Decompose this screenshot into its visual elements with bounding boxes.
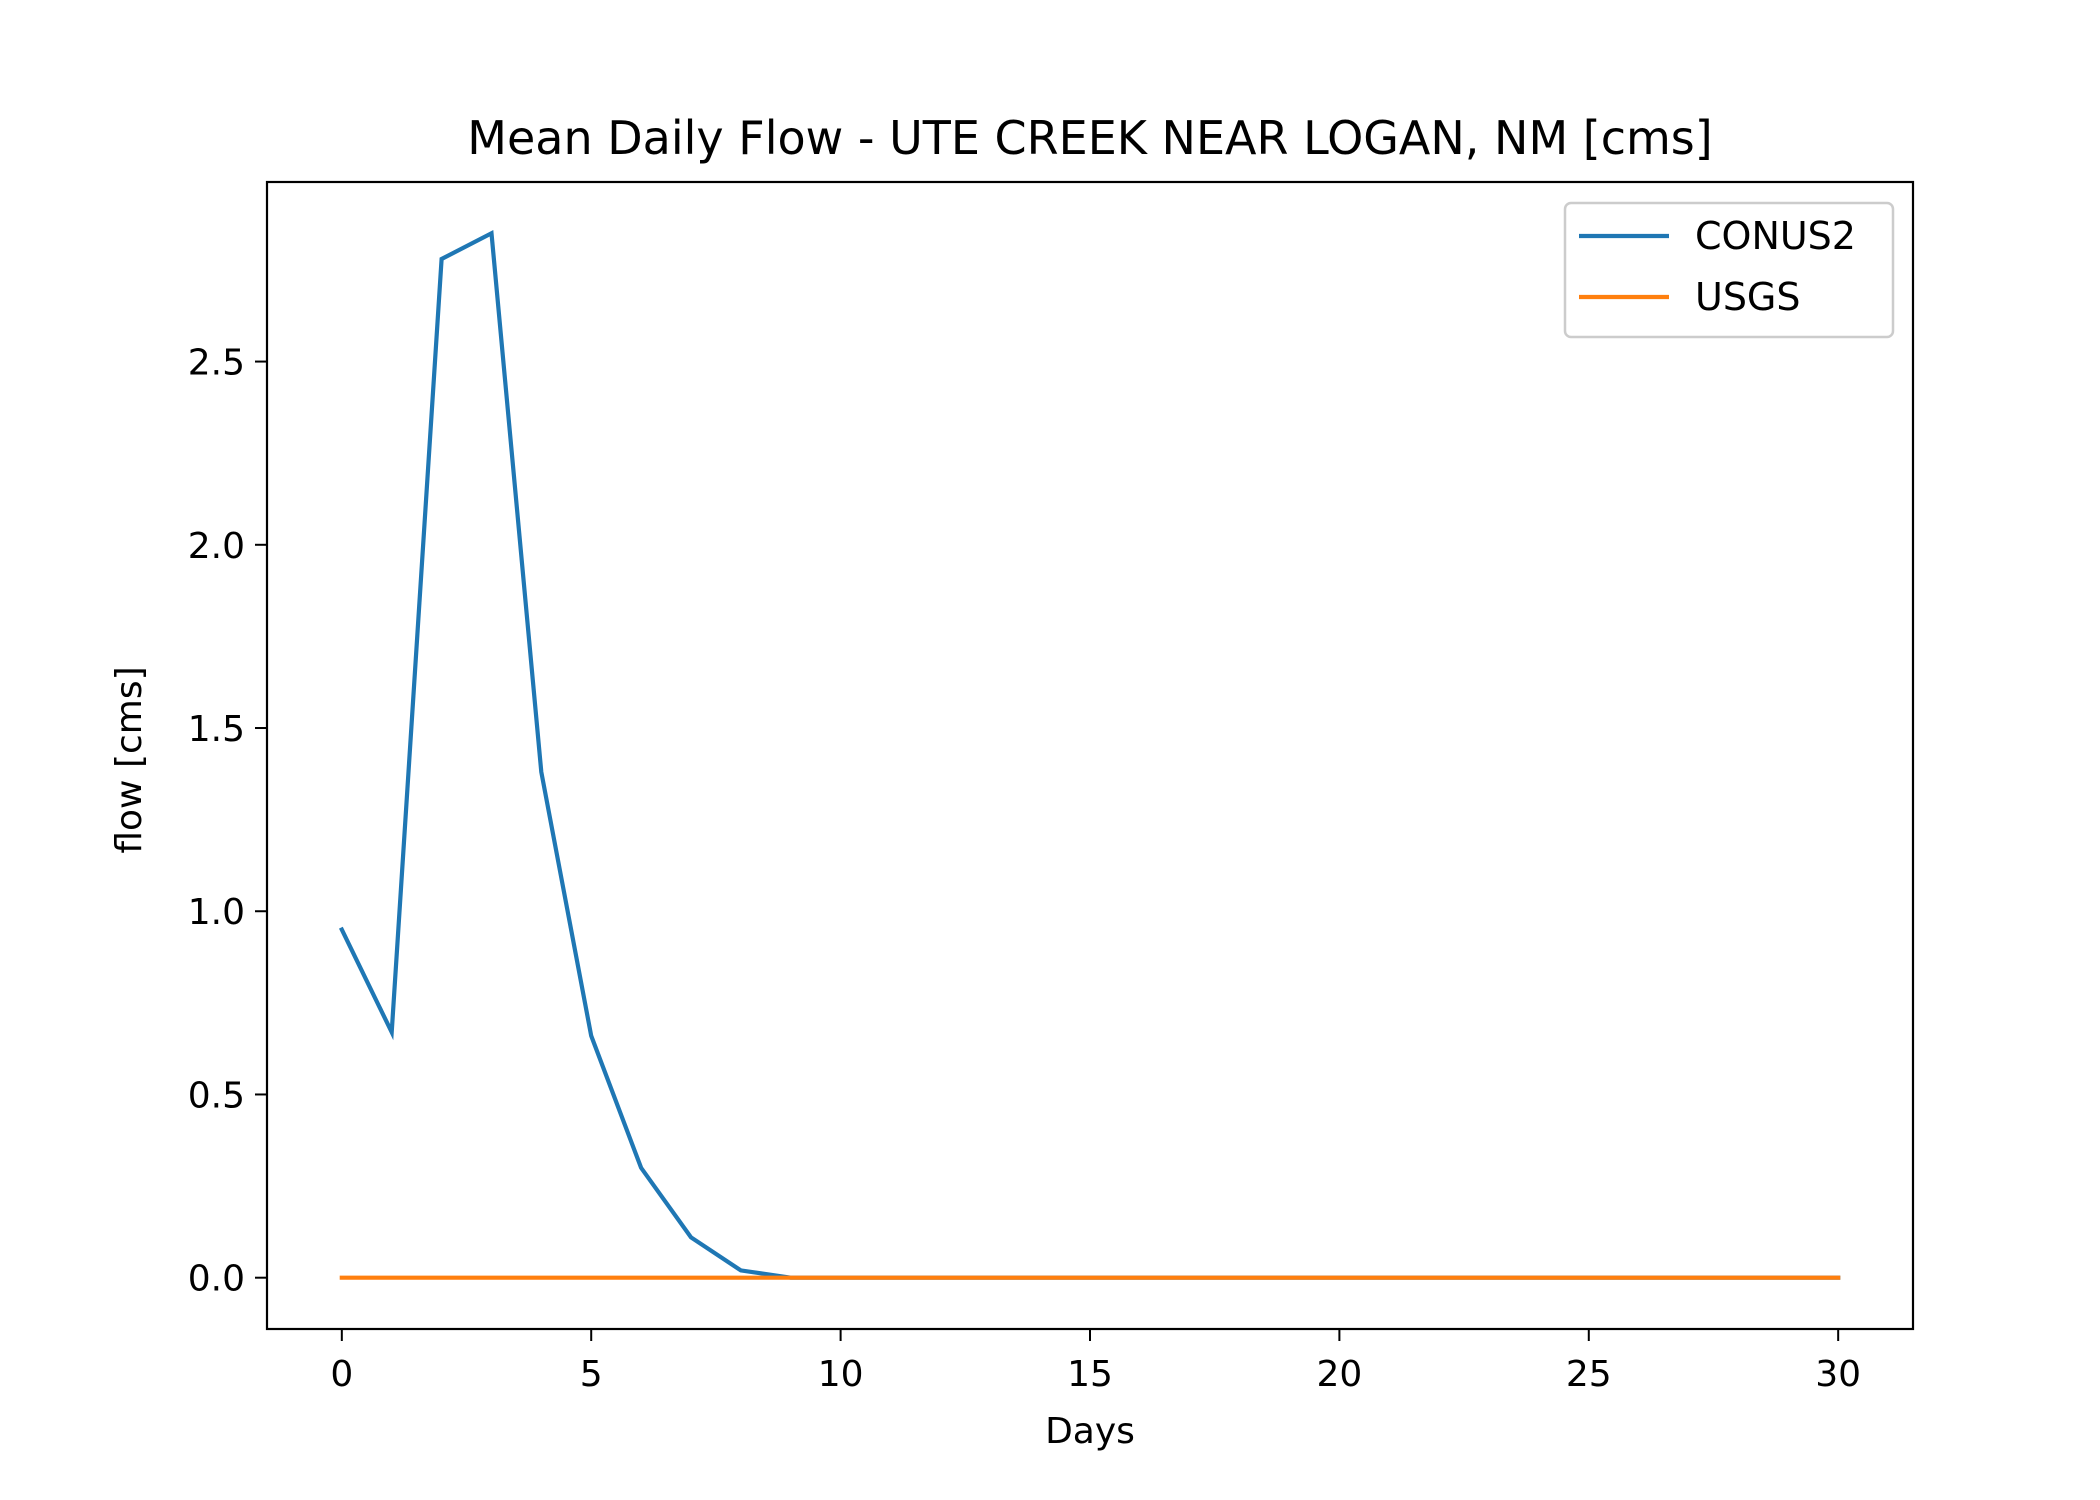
y-axis-title: flow [cms] <box>109 666 150 853</box>
x-tick-label: 10 <box>818 1354 864 1395</box>
y-tick-label: 0.0 <box>188 1259 245 1300</box>
y-tick-label: 1.0 <box>188 892 245 933</box>
x-axis-title: Days <box>1045 1411 1135 1452</box>
y-tick-label: 2.5 <box>188 343 245 384</box>
y-tick-label: 2.0 <box>188 526 245 567</box>
x-tick-label: 15 <box>1067 1354 1113 1395</box>
legend-label-conus2: CONUS2 <box>1695 214 1856 258</box>
y-tick-label: 1.5 <box>188 709 245 750</box>
legend-label-usgs: USGS <box>1695 275 1801 319</box>
legend: CONUS2 USGS <box>1563 201 1895 339</box>
chart-title: Mean Daily Flow - UTE CREEK NEAR LOGAN, … <box>467 111 1712 165</box>
x-tick-label: 0 <box>330 1354 353 1395</box>
x-tick-label: 30 <box>1815 1354 1861 1395</box>
y-tick-label: 0.5 <box>188 1075 245 1116</box>
x-tick-label: 25 <box>1566 1354 1612 1395</box>
x-tick-label: 5 <box>580 1354 603 1395</box>
x-axis: 0 5 10 15 20 25 30 <box>330 1329 1861 1395</box>
y-axis: 0.0 0.5 1.0 1.5 2.0 2.5 <box>188 343 267 1300</box>
x-tick-label: 20 <box>1316 1354 1362 1395</box>
